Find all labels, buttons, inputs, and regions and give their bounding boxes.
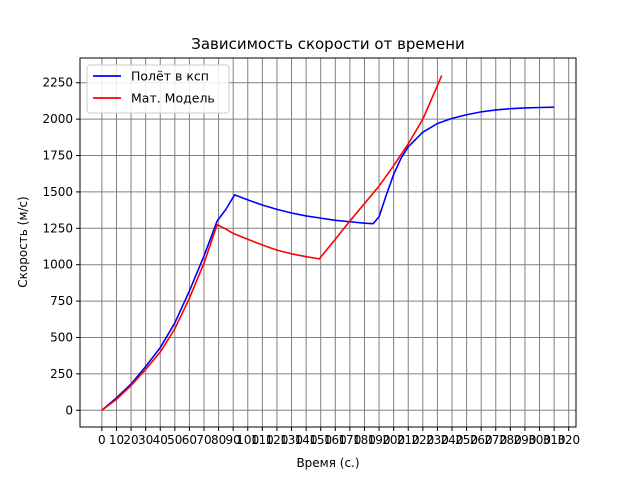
x-tick-label: 110	[251, 433, 274, 447]
y-tick-label: 500	[50, 330, 73, 344]
x-tick-label: 260	[470, 433, 493, 447]
x-tick-label: 70	[196, 433, 211, 447]
x-tick-label: 150	[309, 433, 332, 447]
x-tick-label: 320	[557, 433, 580, 447]
x-tick-label: 170	[338, 433, 361, 447]
y-tick-label: 750	[50, 294, 73, 308]
x-tick-label: 210	[397, 433, 420, 447]
x-axis-label: Время (с.)	[296, 456, 359, 470]
y-axis-ticks: 0 250 500 750 1000 1250 1500 1750 2000 2250	[42, 76, 80, 417]
x-tick-label: 80	[211, 433, 226, 447]
x-tick-label: 190	[368, 433, 391, 447]
y-tick-label: 1750	[42, 149, 73, 163]
x-tick-label: 30	[138, 433, 153, 447]
x-tick-label: 250	[455, 433, 478, 447]
y-tick-label: 1500	[42, 185, 73, 199]
x-tick-label: 200	[382, 433, 405, 447]
x-tick-label: 130	[280, 433, 303, 447]
x-tick-label: 100	[236, 433, 259, 447]
x-tick-label: 0	[98, 433, 106, 447]
series-lines	[101, 75, 555, 411]
legend: Полёт в ксп Мат. Модель	[86, 64, 230, 114]
y-tick-label: 2000	[42, 112, 73, 126]
x-tick-label: 160	[324, 433, 347, 447]
x-tick-label: 120	[265, 433, 288, 447]
x-tick-label: 90	[226, 433, 241, 447]
x-tick-label: 140	[295, 433, 318, 447]
x-tick-label: 240	[441, 433, 464, 447]
y-tick-label: 1250	[42, 221, 73, 235]
y-tick-label: 2250	[42, 76, 73, 90]
series-line	[101, 75, 443, 411]
x-tick-label: 280	[499, 433, 522, 447]
y-tick-label: 1000	[42, 258, 73, 272]
chart-title: Зависимость скорости от времени	[191, 35, 465, 53]
y-tick-label: 250	[50, 367, 73, 381]
legend-label: Полёт в ксп	[131, 69, 209, 84]
grid	[80, 58, 576, 427]
x-tick-label: 300	[528, 433, 551, 447]
legend-label: Мат. Модель	[131, 91, 215, 106]
x-tick-label: 60	[182, 433, 197, 447]
x-axis-ticks: 0 10 20 30 40 50 60 70 80 90100110120130140150160…	[98, 427, 580, 447]
x-tick-label: 310	[543, 433, 566, 447]
y-tick-label: 0	[65, 403, 73, 417]
x-tick-label: 40	[153, 433, 168, 447]
x-tick-label: 180	[353, 433, 376, 447]
x-tick-label: 230	[426, 433, 449, 447]
x-tick-label: 220	[411, 433, 434, 447]
series-line	[101, 106, 555, 411]
x-tick-label: 10	[109, 433, 124, 447]
legend-box	[86, 64, 230, 114]
x-tick-label: 270	[484, 433, 507, 447]
plot-frame	[79, 57, 577, 428]
y-axis-label: Скорость (м/с)	[16, 196, 30, 287]
x-tick-label: 20	[123, 433, 138, 447]
x-tick-label: 50	[167, 433, 182, 447]
x-tick-label: 290	[513, 433, 536, 447]
